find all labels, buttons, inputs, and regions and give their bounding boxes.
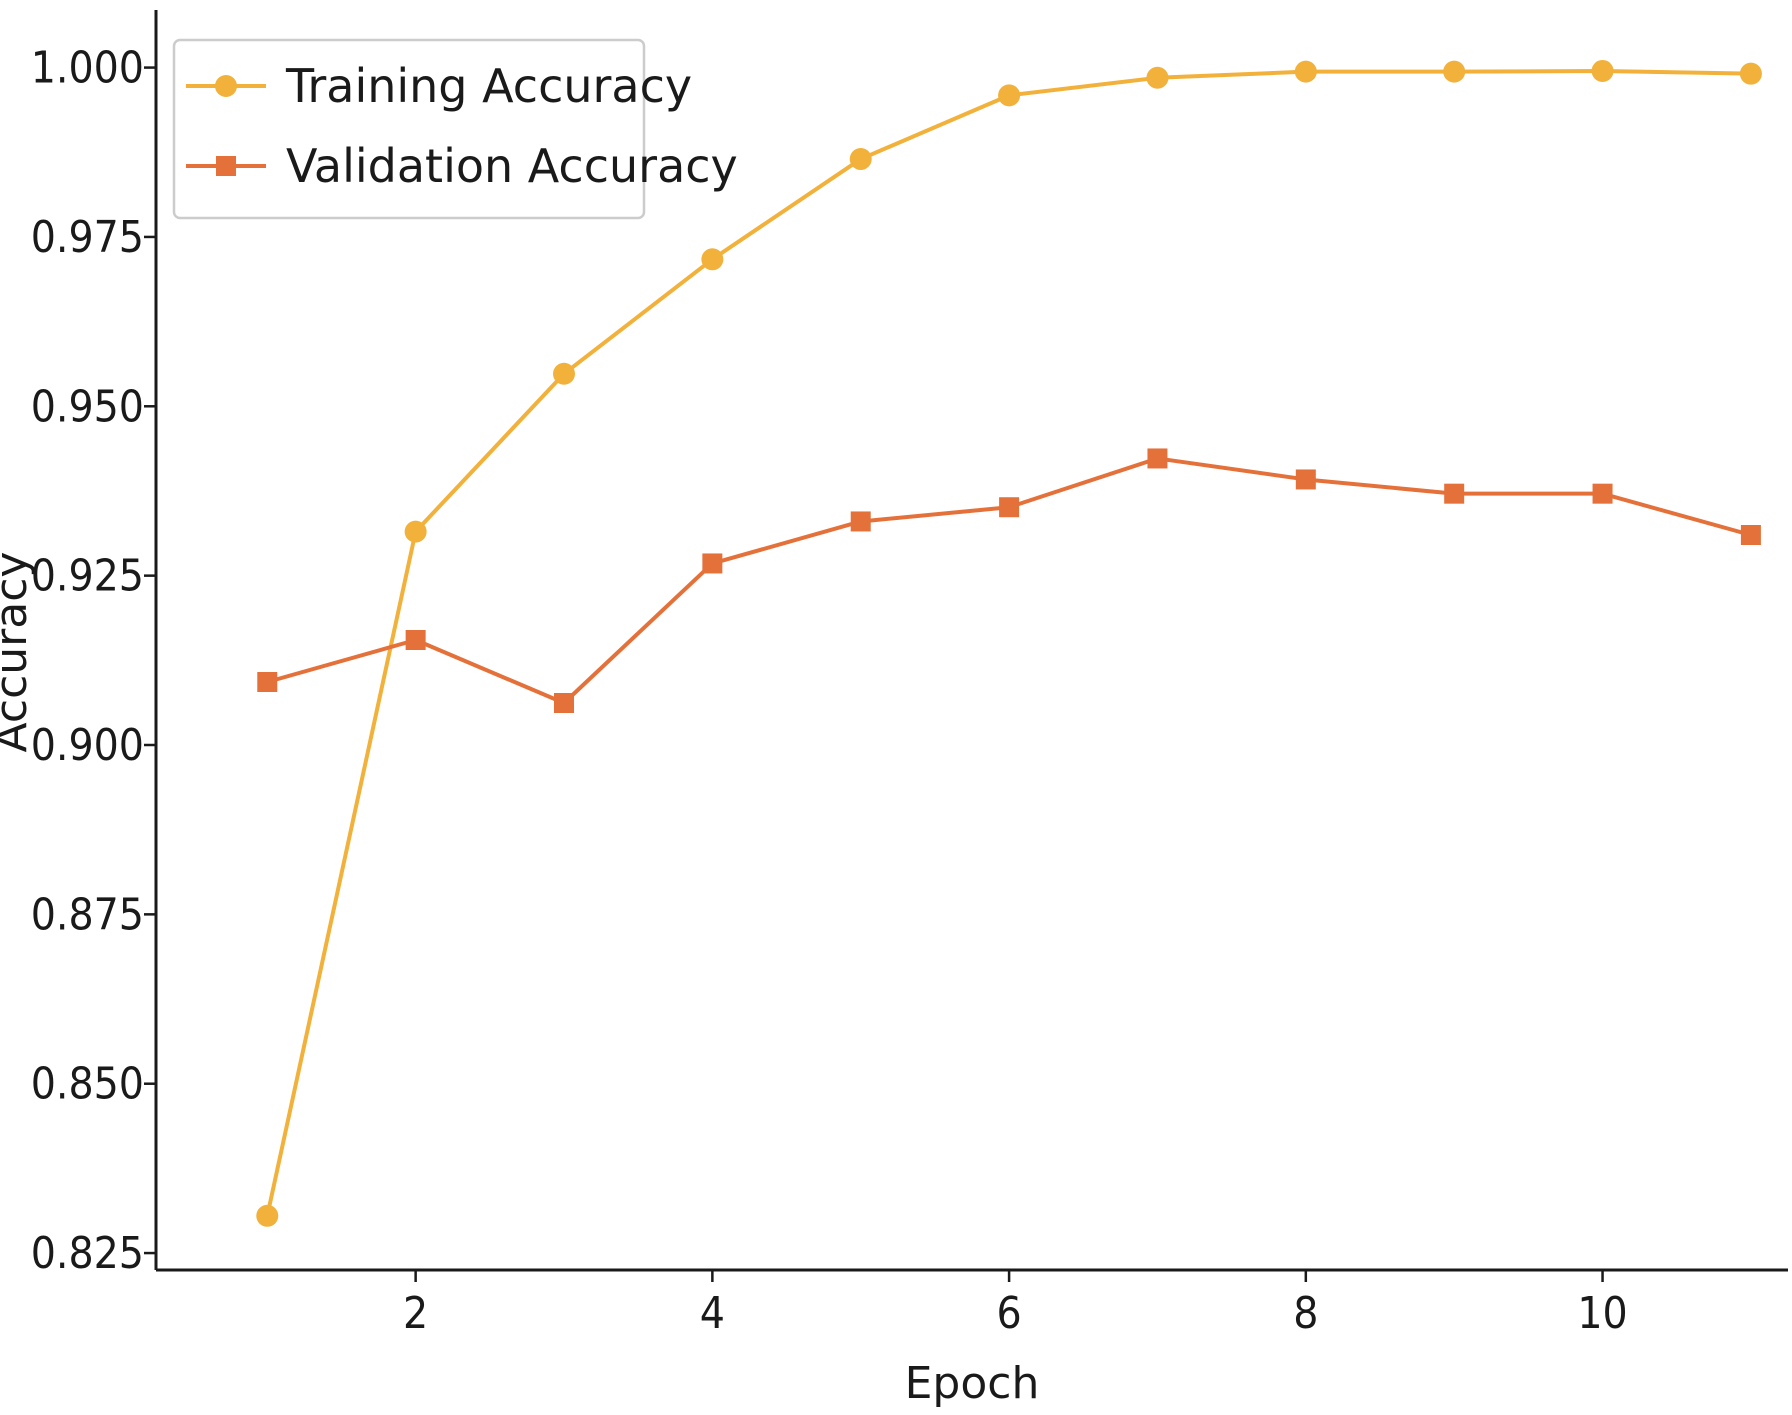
data-point-square bbox=[702, 553, 723, 574]
x-tick-label: 6 bbox=[996, 1288, 1021, 1339]
legend: Training Accuracy Validation Accuracy bbox=[172, 38, 738, 220]
data-point-square bbox=[1444, 483, 1465, 504]
axes: 0.825 0.850 0.875 0.900 0.925 0.950 0.975 1.000… bbox=[31, 10, 1788, 1339]
series-line bbox=[265, 68, 1751, 1217]
data-point-circle bbox=[1294, 60, 1317, 83]
legend-box bbox=[172, 38, 646, 220]
data-point-square bbox=[850, 511, 871, 532]
y-tick-label: 0.825 bbox=[31, 1228, 144, 1279]
y-tick-label: 0.900 bbox=[31, 720, 144, 771]
data-point-circle bbox=[553, 362, 575, 385]
y-tick-label: 1.000 bbox=[31, 43, 144, 94]
data-point-circle bbox=[701, 248, 724, 271]
series-layer bbox=[256, 59, 1762, 1227]
data-point-circle bbox=[998, 84, 1021, 107]
y-axis-label: Accuracy bbox=[0, 552, 37, 753]
x-tick-label: 10 bbox=[1577, 1288, 1627, 1339]
series-1 bbox=[257, 448, 1761, 713]
y-tick-label: 0.975 bbox=[31, 212, 144, 263]
legend-label: Validation Accuracy bbox=[286, 139, 738, 193]
data-point-square bbox=[1147, 448, 1168, 469]
data-point-square bbox=[257, 672, 278, 692]
x-tick-label: 8 bbox=[1293, 1288, 1318, 1339]
data-point-circle bbox=[256, 1204, 279, 1227]
data-point-square bbox=[405, 630, 426, 650]
x-tick-label: 4 bbox=[700, 1288, 725, 1339]
y-tick-label: 0.875 bbox=[31, 889, 144, 940]
data-point-square bbox=[554, 693, 574, 713]
series-0 bbox=[256, 59, 1762, 1227]
data-point-square bbox=[1295, 469, 1316, 490]
data-point-circle bbox=[1739, 62, 1762, 85]
data-point-circle bbox=[404, 520, 427, 543]
x-tick-label: 2 bbox=[403, 1288, 428, 1339]
data-point-circle bbox=[1591, 59, 1614, 82]
legend-item-1: Validation Accuracy bbox=[186, 139, 738, 193]
legend-item-0: Training Accuracy bbox=[186, 59, 692, 113]
data-point-circle bbox=[1443, 60, 1466, 83]
data-point-square bbox=[1740, 525, 1761, 545]
x-axis-label: Epoch bbox=[905, 1358, 1040, 1409]
y-tick-label: 0.950 bbox=[31, 381, 144, 432]
y-tick-label: 0.925 bbox=[31, 551, 144, 602]
data-point-square bbox=[999, 497, 1020, 518]
data-point-square bbox=[1592, 483, 1613, 504]
data-point-circle bbox=[849, 148, 872, 171]
legend-marker-square bbox=[216, 156, 236, 176]
y-tick-label: 0.850 bbox=[31, 1059, 144, 1110]
series-line bbox=[266, 456, 1752, 705]
data-point-circle bbox=[1146, 66, 1169, 89]
legend-marker-circle bbox=[215, 75, 237, 97]
legend-label: Training Accuracy bbox=[285, 59, 692, 113]
